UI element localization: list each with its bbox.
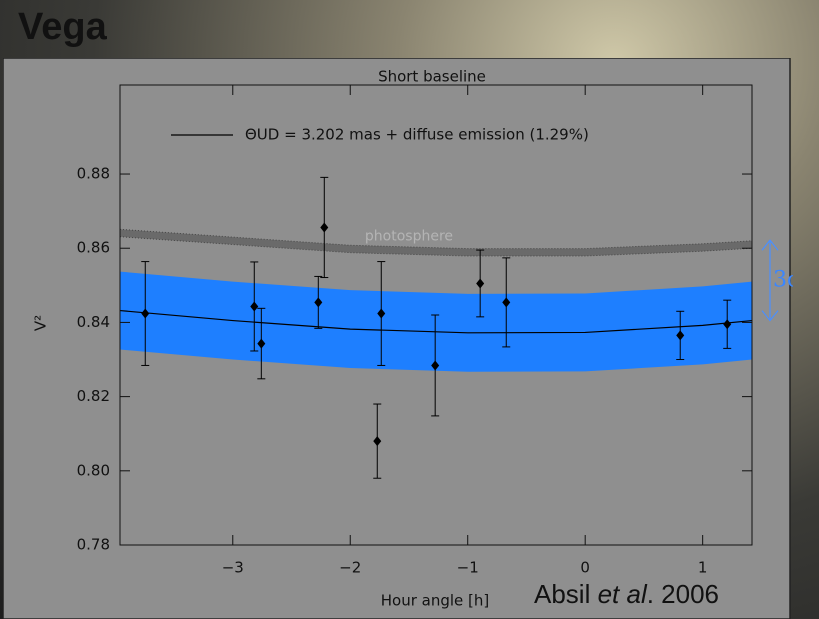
chart-title: Short baseline [378, 68, 486, 86]
slide: Vega Short baseline Hour angle [h] V² ph… [0, 0, 819, 619]
y-tick-label: 0.88 [77, 165, 110, 183]
x-tick-label: 0 [580, 559, 590, 577]
y-axis-label: V² [32, 315, 50, 331]
x-tick-label: −3 [222, 559, 244, 577]
citation-author: Absil [534, 579, 598, 609]
legend-label: ΘUD = 3.202 mas + diffuse emission (1.29… [245, 126, 589, 144]
y-tick-label: 0.86 [77, 239, 110, 257]
x-tick-label: −2 [339, 559, 361, 577]
x-tick-label: 1 [698, 559, 708, 577]
chart: Short baseline Hour angle [h] V² photosp… [3, 58, 793, 619]
slide-title: Vega [18, 6, 107, 49]
x-tick-label: −1 [457, 559, 479, 577]
y-tick-label: 0.82 [77, 387, 110, 405]
y-tick-label: 0.78 [77, 536, 110, 554]
x-axis-label: Hour angle [h] [381, 592, 490, 610]
citation-etal: et al [598, 579, 647, 609]
citation: Absil et al. 2006 [534, 579, 719, 610]
photosphere-label: photosphere [365, 229, 453, 245]
sigma-label: 3σ [773, 267, 793, 292]
y-tick-label: 0.80 [77, 461, 110, 479]
citation-year: . 2006 [647, 579, 719, 609]
y-tick-label: 0.84 [77, 313, 110, 331]
